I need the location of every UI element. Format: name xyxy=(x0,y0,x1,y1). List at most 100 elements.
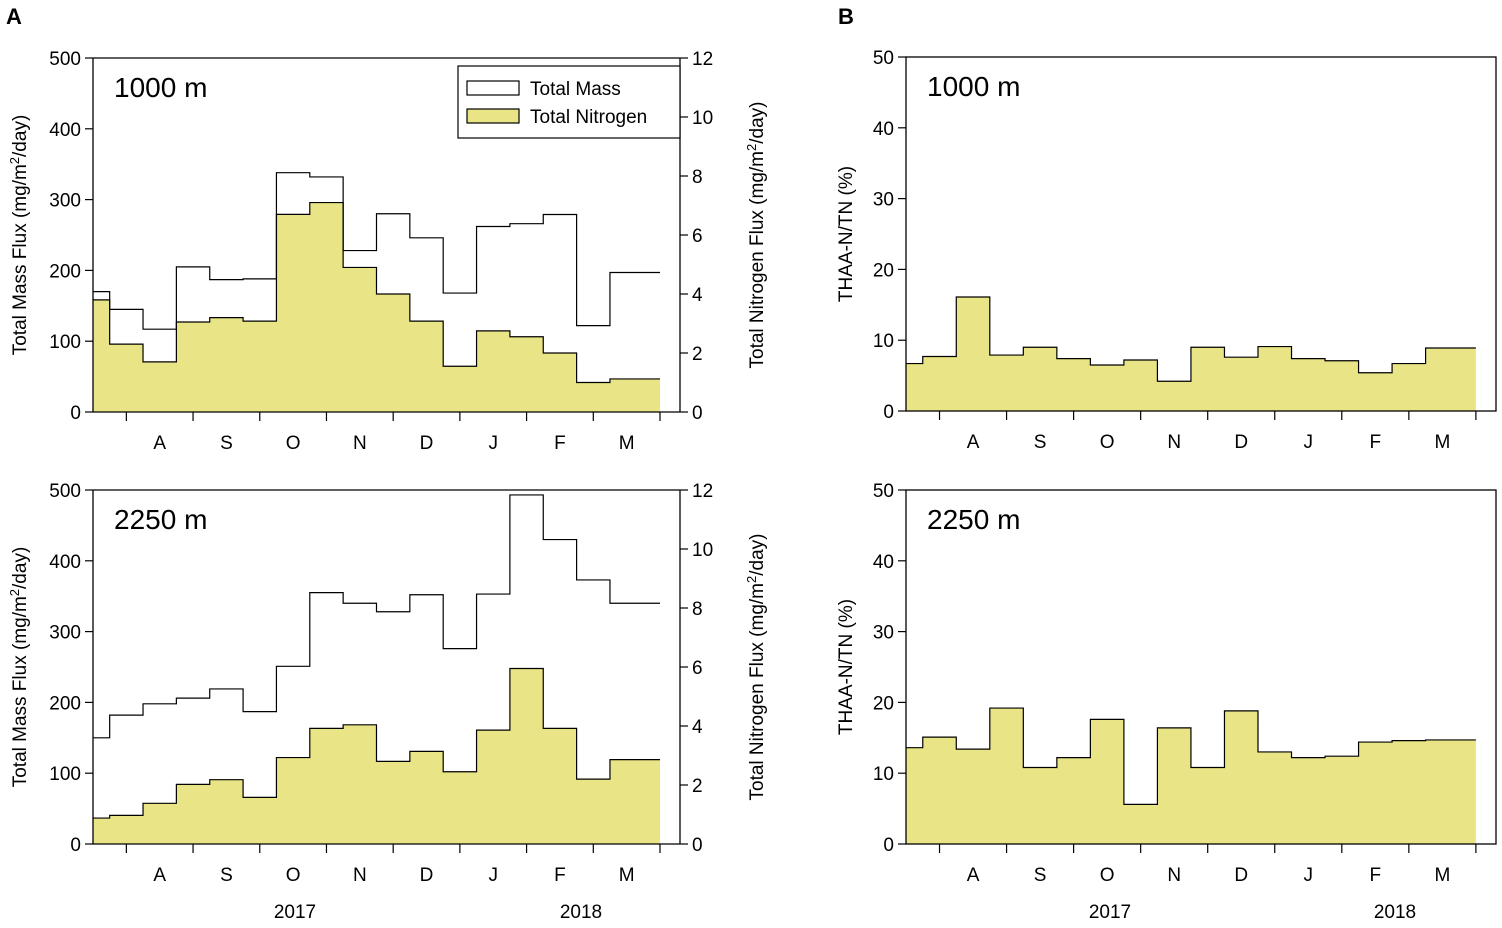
c0-ytick-right-label: 12 xyxy=(692,49,713,70)
c1-ytick-right-label: 6 xyxy=(692,658,703,679)
c1-month-label-S: S xyxy=(220,865,233,886)
c2-depth-label: 1000 m xyxy=(927,71,1020,102)
c3-month-label-S: S xyxy=(1034,865,1047,886)
c1-ytick-right-label: 8 xyxy=(692,599,703,620)
year-label-2017-left: 2017 xyxy=(274,902,316,923)
c3-thaa-area xyxy=(906,708,1476,844)
c3-ytick-label: 40 xyxy=(873,552,894,573)
legend-label-mass: Total Mass xyxy=(530,79,621,100)
c1-month-label-O: O xyxy=(286,865,301,886)
c1-ytick-right-label: 0 xyxy=(692,835,703,856)
c3-ytick-label: 30 xyxy=(873,623,894,644)
c1-ytick-left-label: 500 xyxy=(49,481,81,502)
c0-ytick-right-label: 0 xyxy=(692,403,703,424)
c1-ytick-right-label: 2 xyxy=(692,776,703,797)
c2-ylabel: THAA-N/TN (%) xyxy=(836,166,857,302)
c3-ylabel: THAA-N/TN (%) xyxy=(836,599,857,735)
c2-thaa-line xyxy=(906,296,1476,382)
c0-mass-line xyxy=(93,172,660,330)
c3-ytick-label: 50 xyxy=(873,481,894,502)
c1-month-label-M: M xyxy=(619,865,635,886)
c1-ytick-right-label: 10 xyxy=(692,540,713,561)
c0-ytick-right-label: 4 xyxy=(692,285,703,306)
c0-ytick-left-label: 200 xyxy=(49,261,81,282)
c1-ytick-left-label: 400 xyxy=(49,552,81,573)
c2-month-label-J: J xyxy=(1304,432,1314,453)
c2-ytick-label: 10 xyxy=(873,331,894,352)
c0-nitrogen-line xyxy=(93,201,660,384)
c1-ytick-left-label: 200 xyxy=(49,693,81,714)
c0-month-label-S: S xyxy=(220,433,233,454)
c0-nitrogen-area xyxy=(93,202,660,412)
c0-month-label-N: N xyxy=(353,433,367,454)
c1-nitrogen-line xyxy=(93,667,660,819)
c3-month-label-J: J xyxy=(1304,865,1314,886)
c3-month-label-O: O xyxy=(1100,865,1115,886)
c0-month-label-A: A xyxy=(153,433,166,454)
c3-ytick-label: 10 xyxy=(873,764,894,785)
c0-ytick-left-label: 0 xyxy=(70,403,81,424)
c1-ylabel-left: Total Mass Flux (mg/m2/day) xyxy=(7,547,32,788)
c1-ytick-right-label: 4 xyxy=(692,717,703,738)
c3-month-label-A: A xyxy=(967,865,980,886)
c1-month-label-D: D xyxy=(420,865,434,886)
c2-month-label-S: S xyxy=(1034,432,1047,453)
c2-month-label-F: F xyxy=(1370,432,1382,453)
c2-ytick-label: 0 xyxy=(883,402,894,423)
c0-ytick-right-label: 10 xyxy=(692,108,713,129)
c3-month-label-D: D xyxy=(1234,865,1248,886)
c2-frame xyxy=(905,56,1497,412)
c1-ytick-left-label: 300 xyxy=(49,623,81,644)
c2-ytick-label: 50 xyxy=(873,48,894,69)
c1-mass-line xyxy=(93,494,660,739)
legend-swatch-mass xyxy=(466,80,520,96)
c0-ytick-right-label: 2 xyxy=(692,344,703,365)
c3-month-label-M: M xyxy=(1434,865,1450,886)
c2-month-label-O: O xyxy=(1100,432,1115,453)
c0-month-label-M: M xyxy=(619,433,635,454)
c0-month-label-D: D xyxy=(420,433,434,454)
c0-month-label-F: F xyxy=(554,433,566,454)
c0-ylabel-left: Total Mass Flux (mg/m2/day) xyxy=(7,115,32,356)
c1-month-label-N: N xyxy=(353,865,367,886)
c0-depth-label: 1000 m xyxy=(114,72,207,103)
c1-ytick-right-label: 12 xyxy=(692,481,713,502)
panel-label-b: B xyxy=(838,4,854,29)
c2-ytick-label: 40 xyxy=(873,119,894,140)
c0-ylabel-right: Total Nitrogen Flux (mg/m2/day) xyxy=(744,102,769,369)
legend-swatch-nitrogen xyxy=(466,108,520,124)
year-label-2017-right: 2017 xyxy=(1089,902,1131,923)
c0-ytick-left-label: 100 xyxy=(49,332,81,353)
panel-label-a: A xyxy=(6,4,22,29)
c0-month-label-J: J xyxy=(488,433,498,454)
c3-depth-label: 2250 m xyxy=(927,504,1020,535)
legend-box xyxy=(457,65,681,139)
c3-month-label-N: N xyxy=(1167,865,1181,886)
c2-month-label-A: A xyxy=(967,432,980,453)
c0-ytick-left-label: 400 xyxy=(49,120,81,141)
c3-month-label-F: F xyxy=(1370,865,1382,886)
c1-depth-label: 2250 m xyxy=(114,504,207,535)
c1-month-label-F: F xyxy=(554,865,566,886)
c2-month-label-N: N xyxy=(1167,432,1181,453)
c2-ytick-label: 30 xyxy=(873,190,894,211)
c1-ylabel-right: Total Nitrogen Flux (mg/m2/day) xyxy=(744,534,769,801)
c0-month-label-O: O xyxy=(286,433,301,454)
c3-ytick-label: 20 xyxy=(873,693,894,714)
year-label-2018-left: 2018 xyxy=(560,902,602,923)
legend-label-nitrogen: Total Nitrogen xyxy=(530,107,647,128)
c2-month-label-M: M xyxy=(1434,432,1450,453)
c1-month-label-J: J xyxy=(488,865,498,886)
c3-frame xyxy=(905,489,1497,845)
c2-thaa-area xyxy=(906,297,1476,411)
year-label-2018-right: 2018 xyxy=(1374,902,1416,923)
c0-ytick-left-label: 300 xyxy=(49,191,81,212)
c3-ytick-label: 0 xyxy=(883,835,894,856)
c2-month-label-D: D xyxy=(1234,432,1248,453)
c3-thaa-line xyxy=(906,707,1476,805)
c1-ytick-left-label: 0 xyxy=(70,835,81,856)
c0-ytick-left-label: 500 xyxy=(49,49,81,70)
